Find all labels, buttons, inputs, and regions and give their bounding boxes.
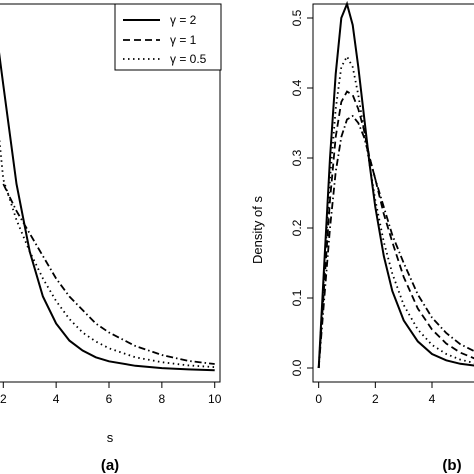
panel-b-y-tick-label: 0.1 bbox=[290, 289, 304, 306]
panel-a-series-dotted-2 bbox=[0, 136, 215, 368]
panel-b-y-tick-label: 0.0 bbox=[290, 359, 304, 376]
legend-box bbox=[114, 3, 222, 71]
panel-b-y-tick-label: 0.4 bbox=[290, 79, 304, 96]
panel-a-series-solid-0 bbox=[0, 52, 215, 372]
panel-b-x-tick-label: 0 bbox=[315, 392, 322, 406]
panel-b-series-dotted-2 bbox=[317, 54, 474, 369]
panel-b-series-dashdot-3 bbox=[317, 114, 474, 369]
legend-label-gamma-2: γ = 2 bbox=[170, 13, 197, 27]
panel-b-y-tick-label: 0.3 bbox=[290, 149, 304, 166]
panel-a-x-tick-label: 4 bbox=[53, 392, 60, 406]
panel-b-y-tick-label: 0.2 bbox=[290, 219, 304, 236]
panel-b-x-ticks: 0 2 4 bbox=[315, 382, 436, 406]
panel-a: 2 4 6 8 10 s (a) γ = 2 γ = 1 γ = 0.5 bbox=[0, 3, 222, 474]
panel-b-x-tick-label: 2 bbox=[372, 392, 379, 406]
panel-a-series-dashdot-1 bbox=[2, 183, 215, 365]
legend-label-gamma-0-5: γ = 0.5 bbox=[170, 52, 207, 66]
panel-a-x-tick-label: 8 bbox=[159, 392, 166, 406]
panel-b: 0 2 4 0.0 0.1 0.2 0.3 0.4 0.5 Density of s (b) bbox=[250, 0, 474, 474]
panel-a-x-tick-label: 2 bbox=[0, 392, 7, 406]
panel-b-x-tick-label: 4 bbox=[429, 392, 436, 406]
panel-b-ylabel: Density of s bbox=[250, 196, 265, 264]
panel-a-x-ticks: 2 4 6 8 10 bbox=[0, 382, 222, 406]
panel-b-series bbox=[317, 0, 474, 369]
panel-a-xlabel: s bbox=[107, 430, 114, 445]
legend: γ = 2 γ = 1 γ = 0.5 bbox=[114, 3, 222, 71]
legend-label-gamma-1: γ = 1 bbox=[170, 33, 197, 47]
panel-b-y-tick-label: 0.5 bbox=[290, 9, 304, 26]
panel-b-label: (b) bbox=[442, 457, 461, 474]
panel-b-series-solid-0 bbox=[317, 0, 474, 369]
panel-a-label: (a) bbox=[101, 457, 119, 474]
panel-a-series bbox=[0, 52, 215, 372]
panel-a-x-tick-label: 10 bbox=[208, 392, 222, 406]
panel-a-x-tick-label: 6 bbox=[106, 392, 113, 406]
panel-b-series-dashed-1 bbox=[317, 90, 474, 369]
panel-b-frame bbox=[312, 3, 474, 383]
panel-b-y-ticks: 0.0 0.1 0.2 0.3 0.4 0.5 bbox=[290, 9, 313, 376]
